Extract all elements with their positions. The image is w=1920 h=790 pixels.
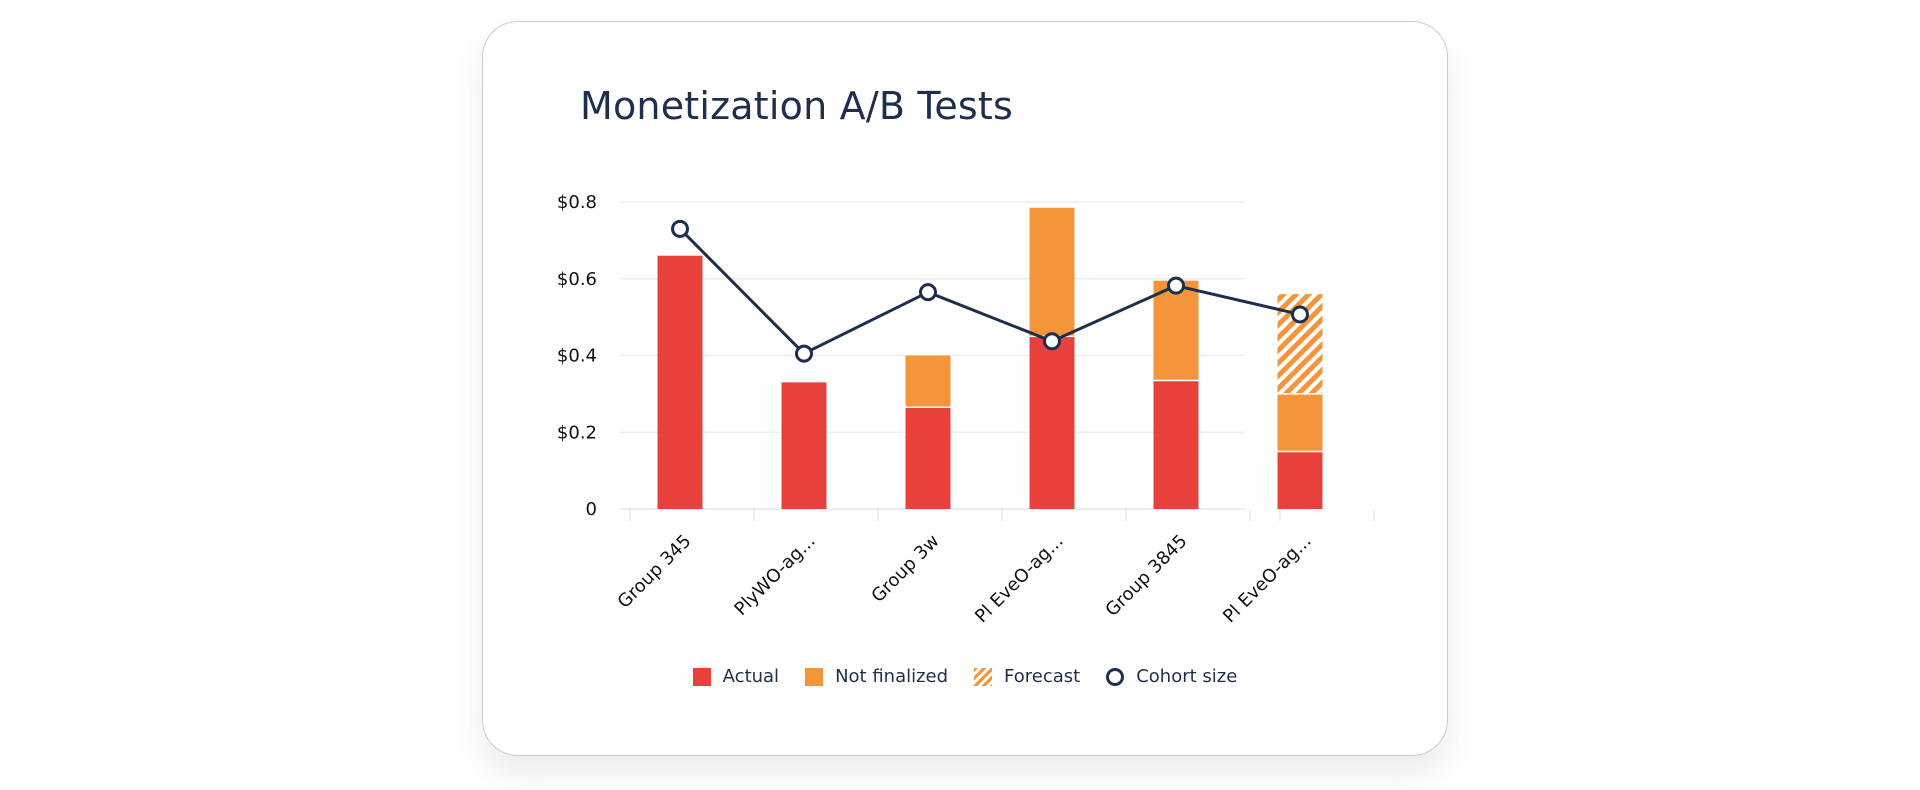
y-tick-label: 0 <box>586 499 597 520</box>
legend: Actual Not finalized Forecast Cohort siz… <box>483 666 1447 687</box>
bars <box>657 207 1323 509</box>
bar-segment-not-finalized[interactable] <box>1277 393 1323 452</box>
legend-item-forecast[interactable]: Forecast <box>974 666 1080 687</box>
legend-item-actual[interactable]: Actual <box>692 666 780 687</box>
bar-segment-not-finalized[interactable] <box>1153 280 1199 381</box>
bar-segment-actual[interactable] <box>1277 451 1323 509</box>
chart-title: Monetization A/B Tests <box>580 84 1014 128</box>
legend-swatch-not-finalized <box>805 667 824 686</box>
x-tick-label: Group 3w <box>867 531 943 607</box>
cohort-line <box>671 219 1309 363</box>
cohort-size-point[interactable] <box>919 283 937 302</box>
cohort-size-point[interactable] <box>1167 276 1185 295</box>
cohort-size-point[interactable] <box>1291 305 1309 324</box>
legend-item-cohort-size[interactable]: Cohort size <box>1106 666 1237 687</box>
x-tick-label: Group 3845 <box>1101 531 1191 621</box>
y-tick-label: $0.4 <box>557 346 597 367</box>
y-tick-label: $0.2 <box>557 422 597 443</box>
y-tick-label: $0.6 <box>557 269 597 290</box>
x-tick-label: PlyWO-ag... <box>730 531 819 620</box>
chart-card: Monetization A/B Tests 0 $0.2 $0.4 $0.6 $0.8… <box>482 21 1448 756</box>
x-tick-label: Pl EveO-ag... <box>971 531 1067 627</box>
legend-label-actual: Actual <box>722 666 780 687</box>
bar-segment-not-finalized[interactable] <box>905 355 951 408</box>
cohort-size-line <box>678 227 1301 356</box>
legend-label-forecast: Forecast <box>1004 666 1081 687</box>
legend-swatch-actual <box>692 667 711 686</box>
bar-segment-not-finalized[interactable] <box>1029 207 1075 337</box>
legend-swatch-cohort-size <box>1106 667 1125 686</box>
legend-swatch-forecast <box>974 667 993 686</box>
x-tick-label: Group 345 <box>614 531 696 613</box>
cohort-size-point[interactable] <box>795 344 813 363</box>
bar-segment-actual[interactable] <box>1153 380 1199 509</box>
legend-label-cohort-size: Cohort size <box>1136 666 1238 687</box>
bar-segment-actual[interactable] <box>657 255 703 509</box>
legend-item-not-finalized[interactable]: Not finalized <box>805 666 948 687</box>
bar-segment-actual[interactable] <box>1029 336 1075 509</box>
x-tick-label: Pl EveO-ag... <box>1219 531 1315 627</box>
cohort-size-point[interactable] <box>1043 332 1061 351</box>
bar-line-chart: 0 $0.2 $0.4 $0.6 $0.8 Group 345 PlyWO-ag... Gro… <box>557 192 1375 627</box>
bar-segment-actual[interactable] <box>781 382 827 509</box>
legend-label-not-finalized: Not finalized <box>835 666 949 687</box>
bar-segment-actual[interactable] <box>905 407 951 509</box>
cohort-size-point[interactable] <box>671 219 689 238</box>
y-tick-label: $0.8 <box>557 192 597 213</box>
